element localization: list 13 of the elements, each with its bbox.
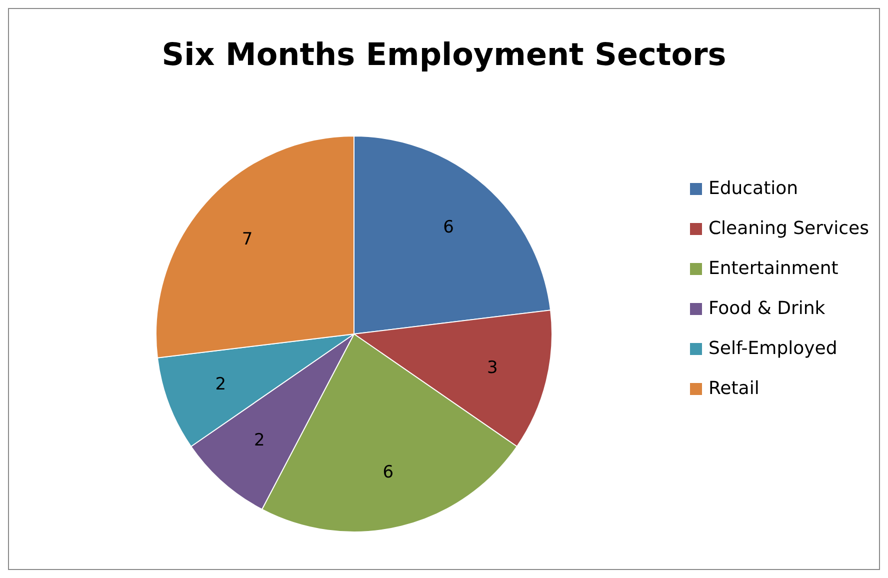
legend-label: Education xyxy=(708,177,798,201)
legend-label: Food & Drink xyxy=(708,297,826,321)
data-label: 6 xyxy=(382,462,394,482)
data-label: 3 xyxy=(487,358,498,378)
legend-label: Entertainment xyxy=(708,257,838,281)
legend-label: Retail xyxy=(708,377,760,401)
chart-title: Six Months Employment Sectors xyxy=(160,37,728,73)
legend-label: Self-Employed xyxy=(708,337,838,361)
data-label: 7 xyxy=(242,229,253,250)
data-label: 6 xyxy=(443,217,454,238)
data-label: 2 xyxy=(215,374,226,395)
legend-label: Cleaning Services xyxy=(708,217,869,241)
data-label: 2 xyxy=(254,430,265,451)
